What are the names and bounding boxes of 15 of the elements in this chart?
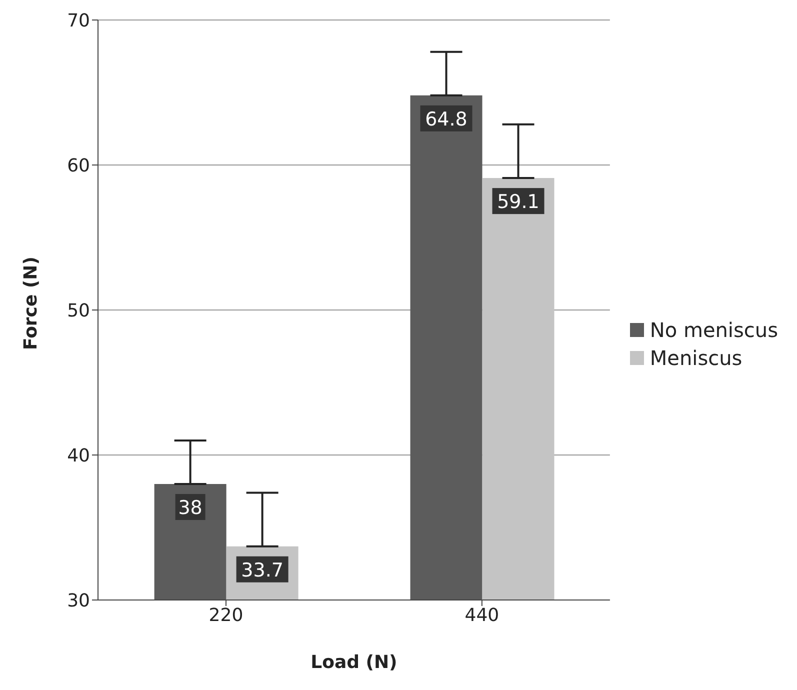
data-label: 33.7 [241, 559, 284, 582]
y-tick-label: 70 [67, 10, 90, 32]
data-label: 59.1 [497, 191, 540, 214]
data-label: 38 [178, 497, 202, 519]
y-tick-label: 50 [67, 300, 90, 322]
x-axis-title: Load (N) [310, 652, 398, 673]
data-label: 64.8 [425, 108, 468, 130]
y-tick-label: 40 [67, 445, 90, 466]
y-tick-label: 60 [67, 155, 90, 176]
legend-label: Meniscus [648, 346, 744, 370]
legend-label: No meniscus [648, 318, 778, 342]
x-tick-label: 220 [208, 604, 244, 626]
y-tick-label: 30 [67, 590, 90, 612]
x-tick-label: 440 [464, 604, 500, 626]
y-axis-title: Force (N) [20, 256, 42, 350]
